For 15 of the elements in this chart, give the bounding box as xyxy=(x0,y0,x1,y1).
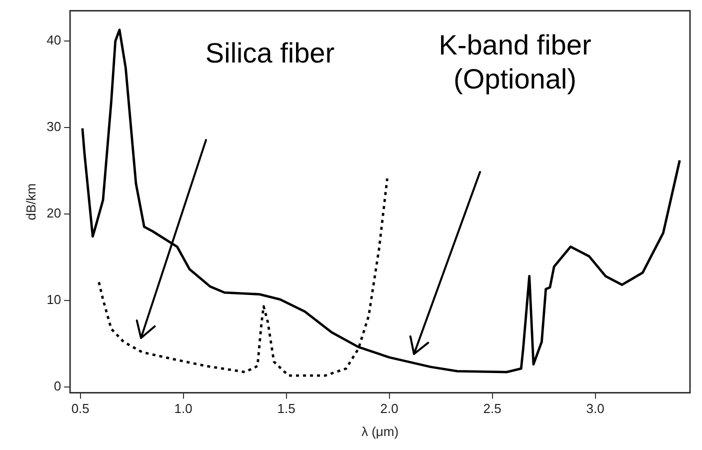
y-tick-label: 30 xyxy=(46,119,62,134)
x-tick-label: 1.5 xyxy=(277,401,296,416)
y-tick-label: 40 xyxy=(46,32,62,48)
x-tick-label: 1.0 xyxy=(174,401,192,416)
x-tick-label: 2.0 xyxy=(380,401,398,416)
x-tick-label: 2.5 xyxy=(483,401,502,416)
y-tick-label: 10 xyxy=(46,292,62,307)
y-tick-label: 0 xyxy=(54,378,62,394)
x-axis-title: λ (μm) xyxy=(361,424,399,439)
y-axis-title: dB/km xyxy=(23,183,38,220)
x-tick-label: 3.0 xyxy=(586,401,604,416)
annotation: Silica fiber xyxy=(205,38,335,69)
annotation: K-band fiber (Optional) xyxy=(438,30,592,95)
x-tick-label: 0.5 xyxy=(71,401,90,416)
y-tick-label: 20 xyxy=(46,205,62,220)
